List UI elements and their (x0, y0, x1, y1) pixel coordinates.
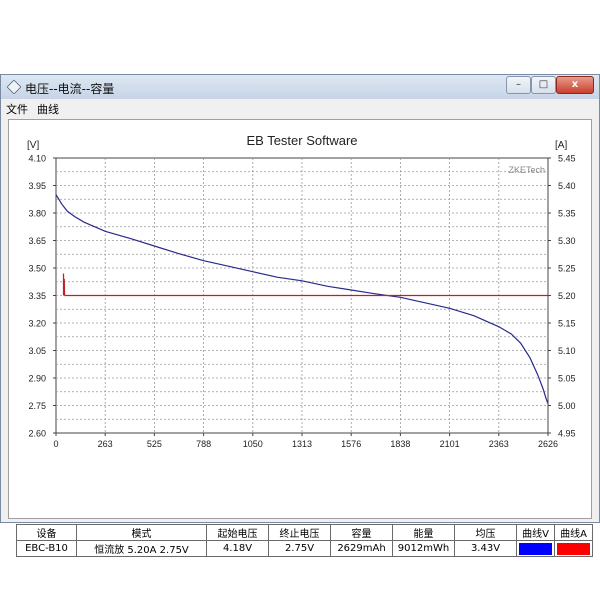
right-tick-label: 5.15 (558, 319, 576, 329)
info-table: 设备 模式 起始电压 终止电压 容量 能量 均压 曲线V 曲线A EBC-B10… (16, 524, 593, 557)
left-tick-label: 3.80 (28, 209, 46, 219)
curve-v-color-swatch[interactable] (519, 542, 552, 555)
header-mode: 模式 (76, 524, 207, 541)
app-icon (6, 79, 22, 95)
chart-title: EB Tester Software (246, 133, 357, 148)
left-tick-label: 3.95 (28, 181, 46, 191)
header-capacity: 容量 (330, 524, 393, 541)
x-tick-label: 1838 (390, 439, 410, 449)
curve-a-color-swatch[interactable] (557, 542, 590, 555)
left-tick-label: 3.05 (28, 346, 46, 356)
app-window: 电压--电流--容量 – □ x 文件 曲线 EB Tester Softwar… (0, 74, 600, 557)
header-end-voltage: 终止电压 (268, 524, 331, 541)
header-avg-voltage: 均压 (454, 524, 517, 541)
table-row: EBC-B10 恒流放 5.20A 2.75V 4.18V 2.75V 2629… (16, 540, 593, 557)
x-tick-label: 1313 (292, 439, 312, 449)
current-spike-line (62, 273, 66, 296)
x-tick-label: 0 (53, 439, 58, 449)
x-tick-label: 263 (98, 439, 113, 449)
title-bar[interactable]: 电压--电流--容量 – □ x (1, 75, 599, 99)
left-tick-label: 2.75 (28, 401, 46, 411)
header-curve-a: 曲线A (554, 524, 593, 541)
x-tick-label: 788 (196, 439, 211, 449)
x-tick-label: 525 (147, 439, 162, 449)
close-button[interactable]: x (556, 76, 594, 94)
minimize-button[interactable]: – (506, 76, 531, 94)
left-tick-label: 3.35 (28, 291, 46, 301)
menu-bar: 文件 曲线 (1, 99, 599, 117)
discharge-chart: EB Tester Software [V] [A] 4.10 3.95 3.80 3.65… (27, 133, 576, 449)
header-curve-v: 曲线V (516, 524, 555, 541)
header-energy: 能量 (392, 524, 455, 541)
maximize-button[interactable]: □ (531, 76, 556, 94)
right-tick-label: 5.20 (558, 291, 576, 301)
right-tick-label: 4.95 (558, 429, 576, 439)
right-tick-label: 5.45 (558, 154, 576, 164)
watermark-label: ZKETech (508, 165, 545, 175)
value-device: EBC-B10 (16, 540, 77, 557)
header-device: 设备 (16, 524, 77, 541)
menu-curve[interactable]: 曲线 (37, 103, 59, 116)
curve-a-swatch-cell[interactable] (554, 540, 593, 557)
value-energy: 9012mWh (392, 540, 455, 557)
left-tick-label: 4.10 (28, 154, 46, 164)
right-tick-label: 5.40 (558, 181, 576, 191)
left-tick-label: 3.65 (28, 236, 46, 246)
right-tick-label: 5.00 (558, 401, 576, 411)
curve-v-swatch-cell[interactable] (516, 540, 555, 557)
value-end-voltage: 2.75V (268, 540, 331, 557)
left-axis-unit: [V] (27, 140, 39, 151)
x-tick-label: 2101 (440, 439, 460, 449)
value-start-voltage: 4.18V (206, 540, 269, 557)
right-tick-label: 5.10 (558, 346, 576, 356)
x-tick-label: 1050 (243, 439, 263, 449)
left-tick-label: 3.50 (28, 264, 46, 274)
x-tick-label: 1576 (341, 439, 361, 449)
x-tick-label: 2363 (489, 439, 509, 449)
value-mode: 恒流放 5.20A 2.75V (76, 540, 207, 557)
right-axis-unit: [A] (555, 140, 567, 151)
voltage-series-line (55, 194, 549, 404)
right-tick-label: 5.30 (558, 236, 576, 246)
left-tick-label: 2.60 (28, 429, 46, 439)
chart-panel: EB Tester Software [V] [A] 4.10 3.95 3.80 3.65… (8, 119, 593, 557)
x-tick-label: 2626 (538, 439, 558, 449)
table-header-row: 设备 模式 起始电压 终止电压 容量 能量 均压 曲线V 曲线A (16, 524, 593, 541)
header-start-voltage: 起始电压 (206, 524, 269, 541)
right-tick-label: 5.35 (558, 209, 576, 219)
value-avg-voltage: 3.43V (454, 540, 517, 557)
window-title: 电压--电流--容量 (25, 82, 115, 96)
value-capacity: 2629mAh (330, 540, 393, 557)
right-tick-label: 5.25 (558, 264, 576, 274)
left-tick-label: 3.20 (28, 319, 46, 329)
right-tick-label: 5.05 (558, 374, 576, 384)
left-tick-label: 2.90 (28, 374, 46, 384)
menu-file[interactable]: 文件 (6, 103, 28, 116)
